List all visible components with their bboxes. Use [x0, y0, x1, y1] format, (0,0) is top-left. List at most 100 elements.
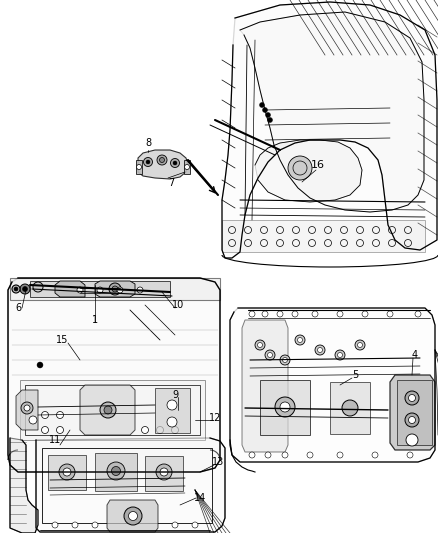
- Polygon shape: [240, 12, 424, 212]
- Circle shape: [409, 394, 416, 401]
- Polygon shape: [390, 375, 435, 450]
- Circle shape: [265, 452, 271, 458]
- Bar: [136, 160, 142, 174]
- Circle shape: [172, 426, 179, 433]
- Circle shape: [20, 284, 30, 294]
- Text: 7: 7: [168, 178, 174, 188]
- Circle shape: [409, 416, 416, 424]
- Circle shape: [307, 452, 313, 458]
- Text: 15: 15: [56, 335, 68, 345]
- Circle shape: [405, 391, 419, 405]
- Circle shape: [265, 112, 271, 117]
- Circle shape: [288, 156, 312, 180]
- Circle shape: [112, 286, 118, 292]
- Polygon shape: [80, 385, 135, 435]
- Circle shape: [42, 426, 49, 433]
- Circle shape: [318, 348, 322, 352]
- Circle shape: [277, 311, 283, 317]
- Bar: [222, 220, 425, 252]
- Circle shape: [52, 522, 58, 528]
- Circle shape: [387, 311, 393, 317]
- Circle shape: [112, 466, 120, 475]
- Bar: [48, 455, 86, 490]
- Bar: [184, 160, 190, 174]
- Bar: [95, 453, 137, 491]
- Text: 1: 1: [92, 315, 98, 325]
- Text: 6: 6: [15, 303, 21, 313]
- Polygon shape: [138, 150, 188, 179]
- Circle shape: [104, 406, 112, 414]
- Circle shape: [259, 102, 265, 108]
- Circle shape: [144, 157, 152, 166]
- Circle shape: [338, 352, 343, 358]
- Circle shape: [59, 464, 75, 480]
- Circle shape: [33, 282, 43, 292]
- Circle shape: [312, 311, 318, 317]
- Polygon shape: [10, 438, 38, 533]
- Circle shape: [275, 397, 295, 417]
- Circle shape: [100, 402, 116, 418]
- Circle shape: [337, 311, 343, 317]
- Text: 9: 9: [172, 390, 178, 400]
- Circle shape: [77, 287, 83, 293]
- Circle shape: [37, 362, 43, 368]
- Circle shape: [137, 287, 143, 293]
- Circle shape: [167, 400, 177, 410]
- Circle shape: [295, 335, 305, 345]
- Circle shape: [405, 413, 419, 427]
- Text: 8: 8: [145, 138, 151, 148]
- Circle shape: [255, 340, 265, 350]
- Circle shape: [63, 468, 71, 476]
- Circle shape: [109, 283, 121, 295]
- Polygon shape: [95, 281, 135, 297]
- Text: 12: 12: [209, 413, 221, 423]
- Polygon shape: [16, 390, 38, 430]
- Text: 4: 4: [412, 350, 418, 360]
- Circle shape: [146, 160, 150, 164]
- Circle shape: [156, 464, 172, 480]
- Circle shape: [157, 155, 167, 165]
- Circle shape: [372, 452, 378, 458]
- Circle shape: [292, 311, 298, 317]
- Circle shape: [172, 522, 178, 528]
- Text: 10: 10: [172, 300, 184, 310]
- Circle shape: [280, 402, 290, 412]
- Circle shape: [407, 452, 413, 458]
- Circle shape: [184, 165, 190, 169]
- Circle shape: [128, 512, 138, 521]
- Circle shape: [117, 287, 123, 293]
- Circle shape: [97, 287, 103, 293]
- Bar: [330, 382, 370, 434]
- Text: 13: 13: [212, 457, 224, 467]
- Bar: [155, 388, 190, 433]
- Polygon shape: [36, 438, 225, 532]
- Bar: [25, 385, 200, 435]
- Circle shape: [137, 165, 141, 169]
- Circle shape: [72, 522, 78, 528]
- Circle shape: [42, 411, 49, 418]
- Circle shape: [406, 434, 418, 446]
- Circle shape: [167, 417, 177, 427]
- Polygon shape: [107, 500, 158, 532]
- Circle shape: [160, 468, 168, 476]
- Circle shape: [280, 355, 290, 365]
- Circle shape: [107, 462, 125, 480]
- Circle shape: [249, 311, 255, 317]
- Circle shape: [355, 340, 365, 350]
- Circle shape: [14, 287, 18, 291]
- Circle shape: [268, 352, 272, 358]
- Circle shape: [12, 285, 20, 293]
- Circle shape: [21, 402, 33, 414]
- Circle shape: [335, 350, 345, 360]
- Circle shape: [362, 311, 368, 317]
- Circle shape: [342, 400, 358, 416]
- Circle shape: [297, 337, 303, 343]
- Polygon shape: [222, 2, 437, 258]
- Bar: [260, 380, 310, 435]
- Bar: [42, 448, 212, 523]
- Circle shape: [29, 416, 37, 424]
- Circle shape: [92, 522, 98, 528]
- Circle shape: [262, 108, 268, 112]
- Circle shape: [249, 452, 255, 458]
- Bar: [30, 281, 170, 297]
